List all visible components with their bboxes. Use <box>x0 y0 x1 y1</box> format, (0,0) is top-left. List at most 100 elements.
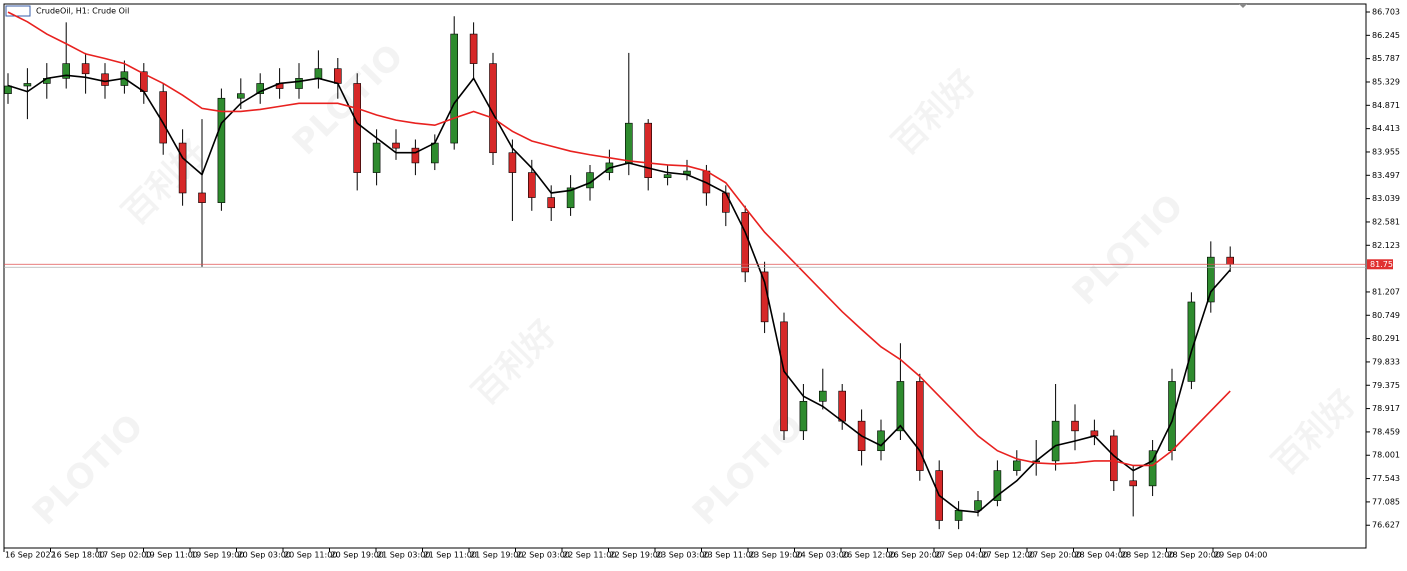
x-tick-label: 20 Sep 19:00 <box>331 551 384 560</box>
candle-body <box>314 68 323 79</box>
x-tick-label: 23 Sep 11:00 <box>703 551 756 560</box>
candle-body <box>1012 460 1021 471</box>
y-tick-label: 82.581 <box>1372 217 1400 226</box>
candle-body <box>993 470 1002 501</box>
y-tick-label: 80.749 <box>1372 311 1400 320</box>
y-tick-label: 83.955 <box>1372 147 1400 156</box>
x-tick-label: 26 Sep 12:00 <box>842 551 895 560</box>
x-tick-label: 26 Sep 20:00 <box>889 551 942 560</box>
candle-body <box>1207 256 1215 303</box>
x-tick-label: 29 Sep 04:00 <box>1214 551 1267 560</box>
candle-body <box>469 33 478 64</box>
ma-line <box>7 74 1231 514</box>
x-tick-label: 20 Sep 03:00 <box>238 551 291 560</box>
candle-body <box>217 97 226 203</box>
candle-body <box>159 91 167 144</box>
y-tick-label: 80.291 <box>1372 334 1400 343</box>
candle-body <box>566 187 575 209</box>
x-tick-label: 16 Sep 2022 <box>5 551 56 560</box>
x-tick-label: 20 Sep 11:00 <box>284 551 337 560</box>
price-label-box <box>1367 259 1393 270</box>
candle-body <box>295 78 303 89</box>
candle-body <box>23 83 32 87</box>
y-tick-label: 79.375 <box>1372 381 1400 390</box>
x-tick-label: 28 Sep 04:00 <box>1075 551 1128 560</box>
candle-body <box>1129 480 1137 487</box>
y-tick-label: 78.459 <box>1372 427 1400 436</box>
x-tick-label: 19 Sep 19:00 <box>191 551 244 560</box>
x-tick-label: 28 Sep 20:00 <box>1168 551 1221 560</box>
candle-body <box>430 142 439 164</box>
x-tick-label: 27 Sep 04:00 <box>935 551 988 560</box>
candle-body <box>237 93 245 99</box>
x-tick-label: 23 Sep 03:00 <box>656 551 709 560</box>
x-tick-label: 21 Sep 11:00 <box>424 551 477 560</box>
ma-line <box>7 11 1231 467</box>
x-tick-label: 16 Sep 18:00 <box>52 551 105 560</box>
chart-title: CrudeOil, H1: Crude Oil <box>36 7 129 16</box>
candle-body <box>799 401 808 432</box>
candle-body <box>1071 420 1079 432</box>
y-tick-label: 85.787 <box>1372 54 1400 63</box>
candle-body <box>896 381 905 432</box>
y-tick-label: 78.001 <box>1372 451 1400 460</box>
y-tick-label: 76.627 <box>1372 521 1400 530</box>
candle-body <box>4 85 12 94</box>
candle-body <box>721 192 730 213</box>
candle-body <box>508 152 517 173</box>
candle-body <box>1168 381 1176 452</box>
candle-body <box>256 83 265 94</box>
y-tick-label: 78.917 <box>1372 404 1400 413</box>
candle-body <box>353 83 362 173</box>
x-tick-label: 24 Sep 03:00 <box>796 551 849 560</box>
candle-body <box>741 212 750 273</box>
candle-body <box>954 510 963 521</box>
candle-body <box>527 172 536 198</box>
candle-body <box>411 147 420 164</box>
candle-body <box>547 197 556 209</box>
candle-body <box>877 430 885 452</box>
y-tick-label: 83.497 <box>1372 171 1400 180</box>
plot-frame <box>3 3 1367 549</box>
candle-body <box>333 68 342 84</box>
y-tick-label: 85.329 <box>1372 77 1400 86</box>
candle-body <box>178 142 187 194</box>
candle-body <box>62 63 71 79</box>
candle-body <box>1148 450 1157 487</box>
price-label: 81.75 <box>1370 260 1393 269</box>
x-tick-label: 22 Sep 11:00 <box>563 551 616 560</box>
candle-body <box>372 142 381 173</box>
y-tick-label: 86.245 <box>1372 31 1400 40</box>
x-tick-label: 23 Sep 19:00 <box>749 551 802 560</box>
y-tick-label: 79.833 <box>1372 357 1400 366</box>
y-tick-label: 77.085 <box>1372 497 1400 506</box>
candle-body <box>915 381 924 471</box>
candle-body <box>974 500 982 511</box>
x-tick-label: 21 Sep 03:00 <box>377 551 430 560</box>
y-tick-label: 84.413 <box>1372 124 1400 133</box>
candle-body <box>198 192 206 203</box>
x-tick-label: 21 Sep 19:00 <box>470 551 523 560</box>
shift-marker <box>1239 4 1247 8</box>
candle-body <box>81 63 90 75</box>
y-tick-label: 82.123 <box>1372 241 1400 250</box>
y-tick-label: 81.207 <box>1372 287 1400 296</box>
y-tick-label: 86.703 <box>1372 7 1400 16</box>
x-tick-label: 28 Sep 12:00 <box>1121 551 1174 560</box>
x-tick-label: 22 Sep 03:00 <box>517 551 570 560</box>
candle-body <box>818 390 827 402</box>
symbol-icon <box>5 5 31 17</box>
x-tick-label: 22 Sep 19:00 <box>610 551 663 560</box>
candle-body <box>780 321 788 432</box>
candle-body <box>663 174 672 178</box>
candle-body <box>624 122 633 164</box>
candle-body <box>644 122 653 178</box>
candle-body <box>1051 420 1060 462</box>
y-tick-label: 84.871 <box>1372 101 1400 110</box>
candle-body <box>838 390 847 422</box>
y-tick-label: 83.039 <box>1372 194 1400 203</box>
x-tick-label: 19 Sep 11:00 <box>145 551 198 560</box>
x-tick-label: 17 Sep 02:00 <box>98 551 151 560</box>
x-tick-label: 27 Sep 20:00 <box>1028 551 1081 560</box>
